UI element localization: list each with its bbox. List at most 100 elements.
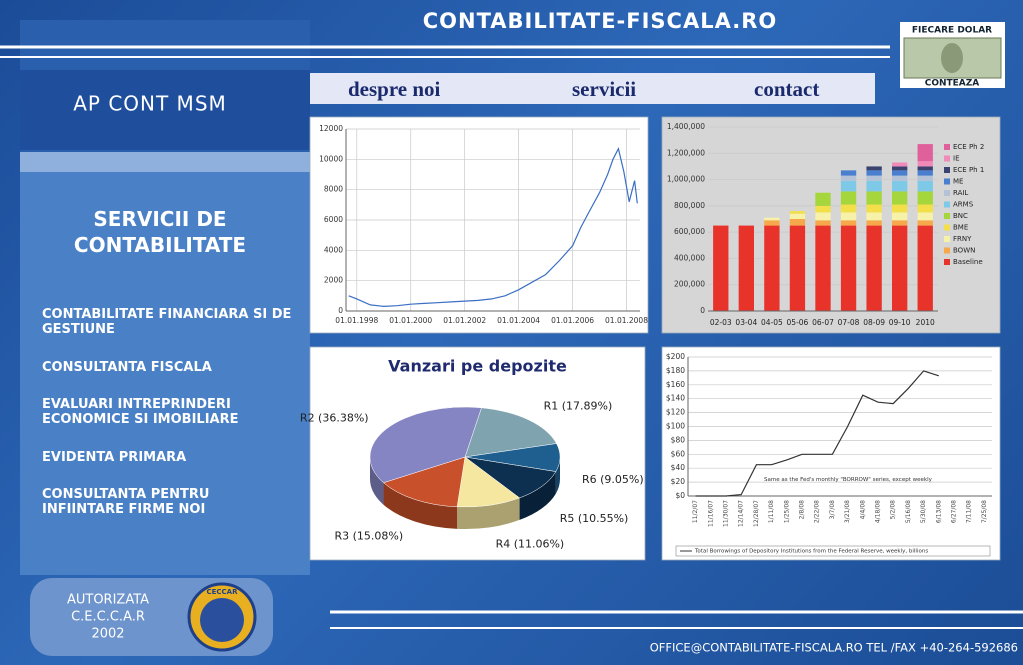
bar-segment (917, 166, 933, 171)
x-tick-label: 05-06 (787, 318, 809, 327)
x-tick-label: 7/25/08 (981, 500, 988, 523)
chart-frame (661, 346, 1001, 561)
y-tick-label: 200,000 (674, 280, 705, 289)
bar-segment (789, 225, 806, 311)
y-tick-label: $20 (671, 477, 686, 486)
pie-slice (456, 456, 521, 508)
x-tick-label: 03-04 (735, 318, 757, 327)
nav-link[interactable]: despre noi (348, 77, 441, 101)
brand-box (20, 70, 310, 150)
bar-segment (764, 225, 780, 311)
legend-label: BOWN (953, 247, 975, 255)
y-tick-label: 8000 (324, 185, 343, 194)
bar-segment (840, 204, 857, 213)
bar-segment (917, 144, 933, 162)
x-tick-label: 2010 (916, 318, 935, 327)
x-tick-label: 5/30/08 (920, 500, 927, 523)
bar-segment (917, 204, 933, 213)
x-tick-label: 5/16/08 (905, 500, 912, 523)
x-tick-label: 01.01.2006 (551, 316, 594, 325)
logo-text: CECCAR (206, 588, 238, 596)
slice-label: R1 (17.89%) (544, 400, 613, 413)
bar-segment (764, 220, 780, 226)
legend-label: Baseline (953, 258, 983, 266)
bar-segment (917, 161, 933, 167)
slice-side (555, 457, 560, 494)
pie-slice (369, 406, 482, 483)
chart-frame (309, 116, 649, 334)
service: CONSULTANTA PENTRU INFIINTARE FIRME NOI (42, 487, 210, 517)
service: CONSULTANTA FISCALA (42, 360, 212, 375)
x-tick-label: 12/28/07 (753, 500, 760, 527)
bar-segment (892, 175, 908, 181)
legend-label: BME (953, 224, 968, 232)
x-tick-label: 06-07 (812, 318, 834, 327)
legend-swatch (944, 224, 950, 231)
auth-line: C.E.C.C.A.R (71, 610, 145, 625)
services-heading: SERVICII DE CONTABILITATE (73, 207, 247, 257)
bar-segment (815, 212, 831, 221)
legend-label: ECE Ph 1 (953, 166, 984, 174)
x-tick-label: 08-09 (863, 318, 885, 327)
bar-segment (713, 225, 729, 311)
x-tick-label: 11/16/07 (707, 500, 714, 527)
y-tick-label: 1,400,000 (667, 122, 705, 131)
bar-segment (866, 166, 882, 171)
bar-segment (815, 192, 831, 206)
y-tick-label: $120 (666, 408, 685, 417)
nav-bar (310, 73, 875, 104)
legend-label: ARMS (953, 201, 974, 209)
x-tick-label: 04-05 (761, 318, 783, 327)
bar-segment (917, 180, 933, 192)
pie-slice (383, 456, 466, 508)
data-line (695, 370, 939, 497)
legend-box (675, 545, 991, 557)
services-panel (20, 172, 310, 575)
bar-segment (815, 225, 831, 311)
y-tick-label: 800,000 (674, 201, 705, 210)
bar-segment (917, 220, 933, 226)
x-tick-label: 01.01.2004 (497, 316, 540, 325)
service: CONTABILITATE FINANCIARA SI DE GESTIUNE (42, 307, 292, 337)
x-tick-label: 1/25/08 (783, 500, 790, 523)
bar-segment (866, 180, 882, 192)
bar-segment (840, 225, 857, 311)
legend-swatch (944, 247, 950, 254)
y-tick-label: 4000 (324, 245, 343, 254)
logo-inner (200, 598, 244, 642)
slice-label: R2 (36.38%) (300, 411, 369, 424)
slice-side (370, 457, 384, 505)
bar-segment (840, 212, 857, 221)
slice-label: R3 (15.08%) (334, 530, 403, 543)
bar-segment (866, 170, 882, 176)
bar-segment (917, 191, 933, 205)
bar-segment (866, 191, 882, 205)
bar-segment (892, 204, 908, 213)
legend-swatch (944, 236, 950, 242)
nav-link[interactable]: contact (754, 77, 820, 101)
slice-label: R5 (10.55%) (560, 512, 629, 525)
y-tick-label: $140 (666, 394, 685, 403)
bar-segment (892, 191, 908, 205)
pie-slice (464, 407, 557, 458)
slice-side (383, 482, 458, 529)
slice-label: R4 (11.06%) (496, 538, 565, 551)
y-tick-label: $0 (675, 491, 685, 500)
strip (20, 152, 310, 172)
nav-link[interactable]: servicii (572, 77, 637, 101)
dollar-portrait (941, 43, 963, 73)
bar-segment (789, 211, 806, 214)
slice-side (457, 497, 520, 530)
bar-segment (892, 166, 908, 171)
slice-label: R6 (9.05%) (582, 473, 644, 486)
bar-segment (892, 212, 908, 221)
badge-top: FIECARE DOLAR (912, 26, 992, 36)
y-tick-label: 1,200,000 (667, 148, 705, 157)
bar-segment (840, 175, 857, 181)
bar-segment (764, 217, 780, 221)
bar-segment (917, 175, 933, 181)
y-tick-label: 2000 (324, 276, 343, 285)
slice-side (519, 471, 556, 520)
